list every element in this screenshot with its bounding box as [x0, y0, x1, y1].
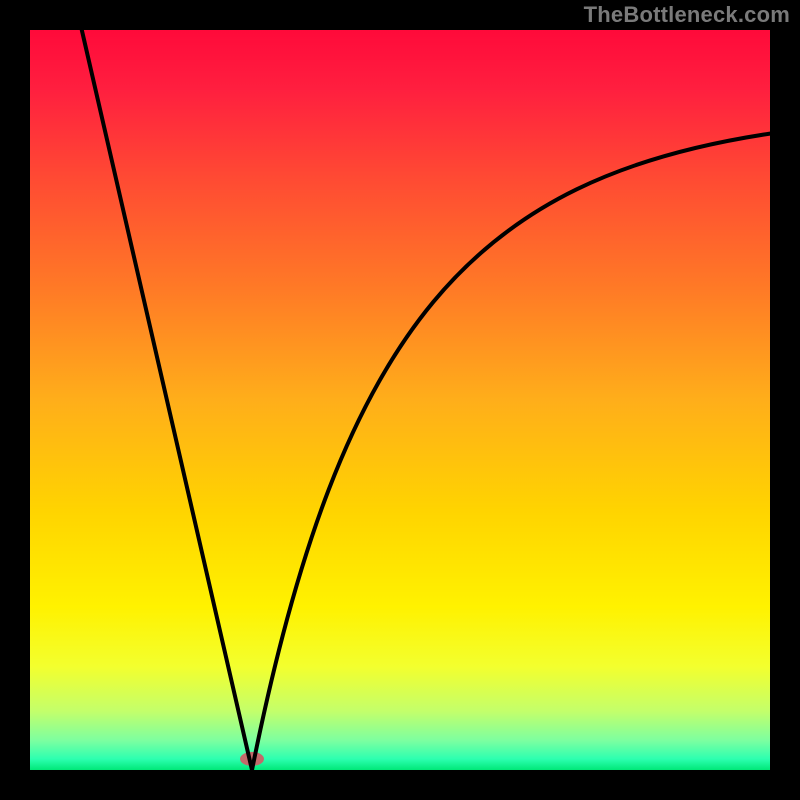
plot-gradient-background: [30, 30, 770, 770]
bottleneck-chart: [0, 0, 800, 800]
watermark-text: TheBottleneck.com: [584, 2, 790, 28]
chart-container: TheBottleneck.com: [0, 0, 800, 800]
